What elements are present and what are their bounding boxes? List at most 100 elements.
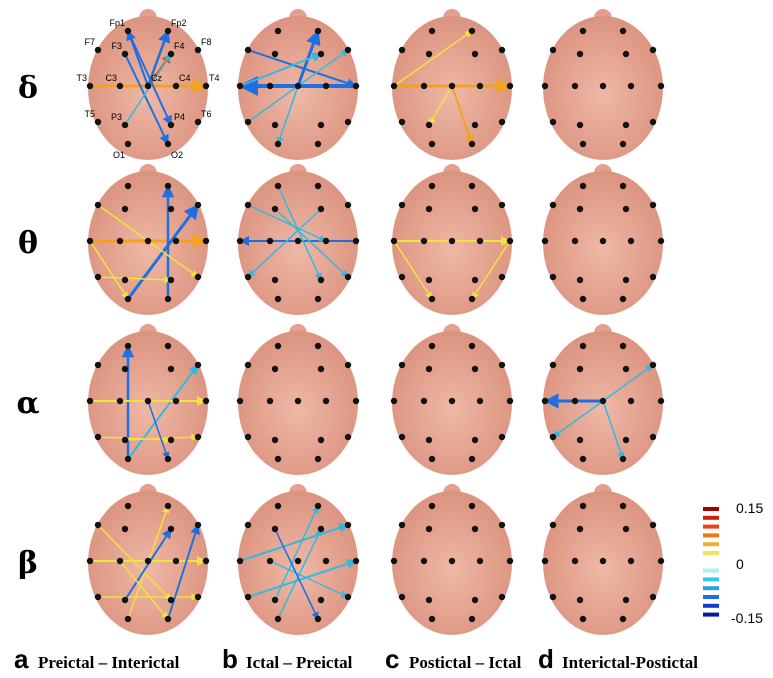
electrode xyxy=(550,274,556,280)
electrode xyxy=(87,558,93,564)
electrode xyxy=(168,597,174,603)
electrode xyxy=(345,274,351,280)
electrode-label: F3 xyxy=(111,41,122,51)
electrode xyxy=(323,558,329,564)
electrode xyxy=(318,366,324,372)
electrode xyxy=(245,594,251,600)
electrode xyxy=(550,47,556,53)
electrode xyxy=(315,296,321,302)
electrode xyxy=(195,119,201,125)
electrode xyxy=(345,362,351,368)
electrode xyxy=(168,366,174,372)
electrode xyxy=(628,83,634,89)
electrode xyxy=(318,597,324,603)
electrode xyxy=(275,503,281,509)
electrode xyxy=(245,274,251,280)
electrode xyxy=(203,83,209,89)
electrode xyxy=(429,503,435,509)
electrode xyxy=(245,119,251,125)
electrode xyxy=(472,437,478,443)
electrode xyxy=(399,119,405,125)
electrode xyxy=(499,434,505,440)
electrode-label: P3 xyxy=(111,112,122,122)
electrode xyxy=(477,398,483,404)
head-panel xyxy=(542,164,664,315)
electrode xyxy=(195,522,201,528)
electrode xyxy=(499,119,505,125)
electrode xyxy=(623,597,629,603)
electrode xyxy=(237,398,243,404)
electrode xyxy=(275,343,281,349)
electrode xyxy=(95,362,101,368)
electrode xyxy=(203,238,209,244)
electrode xyxy=(173,83,179,89)
electrode xyxy=(125,28,131,34)
electrode xyxy=(399,274,405,280)
electrode xyxy=(477,238,483,244)
head-panel xyxy=(87,324,209,475)
electrode xyxy=(168,526,174,532)
electrode xyxy=(315,183,321,189)
electrode xyxy=(122,526,128,532)
electrode xyxy=(472,597,478,603)
electrode xyxy=(125,456,131,462)
electrode xyxy=(391,398,397,404)
electrode xyxy=(650,274,656,280)
electrode xyxy=(315,141,321,147)
electrode xyxy=(426,366,432,372)
electrode-label: P4 xyxy=(174,112,185,122)
electrode xyxy=(572,238,578,244)
electrode xyxy=(507,238,513,244)
electrode xyxy=(472,51,478,57)
head-panel xyxy=(237,9,359,160)
colorbar-step xyxy=(703,595,719,599)
electrode xyxy=(658,83,664,89)
electrode xyxy=(429,141,435,147)
electrode xyxy=(658,558,664,564)
electrode xyxy=(572,558,578,564)
electrode xyxy=(429,456,435,462)
electrode xyxy=(658,238,664,244)
electrode xyxy=(275,141,281,147)
electrode xyxy=(499,594,505,600)
head-panel xyxy=(542,324,664,475)
colorbar-step xyxy=(703,577,719,581)
electrode xyxy=(650,119,656,125)
electrode xyxy=(275,616,281,622)
electrode xyxy=(550,594,556,600)
electrode xyxy=(650,594,656,600)
electrode xyxy=(426,206,432,212)
electrode xyxy=(650,434,656,440)
electrode xyxy=(237,238,243,244)
electrode xyxy=(165,141,171,147)
electrode xyxy=(623,277,629,283)
colorbar-step xyxy=(703,551,719,555)
electrode xyxy=(245,362,251,368)
electrode xyxy=(345,434,351,440)
electrode xyxy=(577,206,583,212)
electrode xyxy=(472,122,478,128)
electrode xyxy=(165,503,171,509)
electrode xyxy=(318,122,324,128)
electrode xyxy=(658,398,664,404)
electrode xyxy=(323,398,329,404)
electrode xyxy=(165,28,171,34)
electrode xyxy=(295,83,301,89)
colorbar-step xyxy=(703,516,719,520)
colorbar-step xyxy=(703,560,719,564)
electrode xyxy=(429,343,435,349)
electrode xyxy=(237,558,243,564)
electrode xyxy=(623,437,629,443)
electrode xyxy=(449,83,455,89)
electrode xyxy=(345,202,351,208)
electrode xyxy=(272,366,278,372)
electrode xyxy=(507,83,513,89)
electrode xyxy=(472,366,478,372)
electrode xyxy=(353,398,359,404)
electrode xyxy=(577,597,583,603)
electrode xyxy=(550,434,556,440)
electrode xyxy=(577,122,583,128)
electrode xyxy=(345,119,351,125)
electrode xyxy=(165,616,171,622)
electrode xyxy=(275,296,281,302)
